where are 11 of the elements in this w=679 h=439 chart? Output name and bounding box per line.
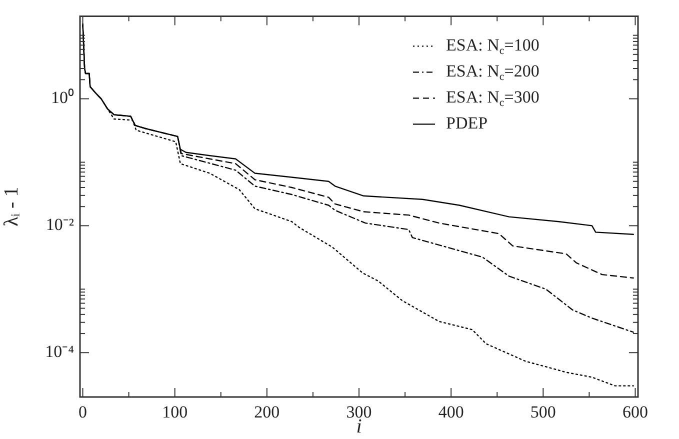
x-tick-label: 400 (438, 402, 464, 422)
x-tick-label: 500 (530, 402, 556, 422)
x-tick-label: 200 (254, 402, 280, 422)
x-tick-label: 100 (162, 402, 188, 422)
x-tick-label: 0 (78, 402, 88, 422)
y-tick-label: 10⁻⁴ (45, 342, 74, 362)
x-tick-label: 600 (622, 402, 648, 422)
y-tick-label: 10⁰ (51, 88, 74, 108)
legend-label: PDEP (446, 114, 488, 133)
y-tick-label: 10⁻² (46, 215, 74, 234)
y-axis-title: λᵢ - 1 (0, 186, 22, 226)
